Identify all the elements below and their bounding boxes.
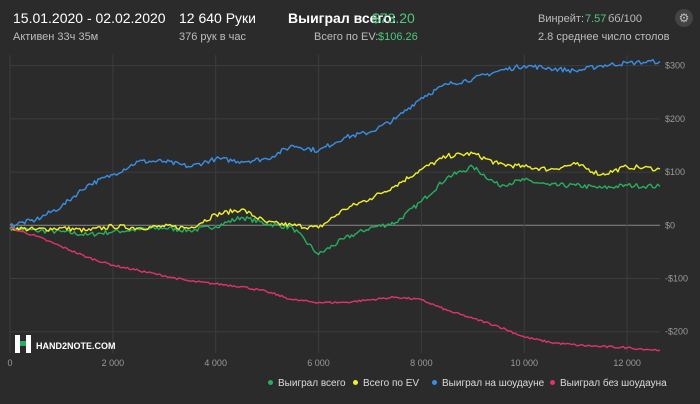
date-range: 15.01.2020 - 02.02.2020 xyxy=(13,10,166,26)
legend-dot-showdown xyxy=(432,379,437,385)
avg-tables: 2.8 среднее число столов xyxy=(538,31,670,43)
won-total-label: Выиграл всего: xyxy=(288,10,397,26)
legend-item-won-total[interactable]: Выиграл всего xyxy=(268,378,346,389)
legend-label-won-total: Выиграл всего xyxy=(278,378,346,389)
y-tick-label: $300 xyxy=(665,61,685,71)
legend-dot-won-total xyxy=(268,379,273,385)
y-tick-label: $200 xyxy=(665,114,685,124)
legend-label-showdown: Выиграл на шоудауне xyxy=(442,378,545,389)
gear-icon[interactable]: ⚙ xyxy=(675,9,693,27)
x-tick-label: 6 000 xyxy=(307,358,330,368)
legend-dot-ev xyxy=(353,379,358,385)
x-tick-label: 2 000 xyxy=(102,358,125,368)
won-total-value: $73.20 xyxy=(372,10,415,26)
series-showdown xyxy=(9,58,661,228)
grid xyxy=(9,55,660,353)
active-time: Активен 33ч 35м xyxy=(13,31,99,43)
hands-count: 12 640 Руки xyxy=(179,10,256,26)
legend: Выиграл всего Всего по EV Выиграл на шоу… xyxy=(268,378,698,394)
hands-per-hour: 376 рук в час xyxy=(179,31,247,43)
winrate-unit: бб/100 xyxy=(608,13,643,25)
x-tick-label: 4 000 xyxy=(204,358,227,368)
x-tick-label: 10 000 xyxy=(510,358,538,368)
legend-item-ev[interactable]: Всего по EV xyxy=(353,378,419,389)
ev-total-value: $106.26 xyxy=(378,31,418,43)
x-tick-label: 0 xyxy=(7,358,12,368)
y-tick-label: $100 xyxy=(665,167,685,177)
legend-item-showdown[interactable]: Выиграл на шоудауне xyxy=(432,378,544,389)
legend-item-non-showdown[interactable]: Выиграл без шоудауна xyxy=(550,378,667,389)
series-lines xyxy=(9,58,661,352)
logo-mark-bridge xyxy=(20,341,26,346)
axis-ticks: $300 $200 $100 $0 -$100 -$200 0 2 000 4 000 6 000… xyxy=(7,61,688,368)
y-tick-label: -$200 xyxy=(665,327,688,337)
series-ev xyxy=(9,151,661,233)
legend-dot-non-showdown xyxy=(550,379,555,385)
logo-mark-right xyxy=(26,335,31,353)
series-non-showdown xyxy=(9,227,661,352)
legend-label-ev: Всего по EV xyxy=(363,378,420,389)
winrate-value: 7.57 xyxy=(585,13,607,25)
y-tick-label: $0 xyxy=(665,220,675,230)
hand2note-logo: HAND2NOTE.COM xyxy=(15,335,116,353)
winrate-label: Винрейт: xyxy=(538,13,585,25)
y-tick-label: -$100 xyxy=(665,274,688,284)
ev-total-label: Всего по EV: xyxy=(314,31,379,43)
logo-text: HAND2NOTE.COM xyxy=(36,341,116,351)
x-tick-label: 8 000 xyxy=(410,358,433,368)
header: 15.01.2020 - 02.02.2020 Активен 33ч 35м … xyxy=(0,0,700,50)
x-tick-label: 12 000 xyxy=(613,358,641,368)
legend-label-non-showdown: Выиграл без шоудауна xyxy=(560,378,667,389)
logo-mark-left xyxy=(15,335,20,353)
series-won-total xyxy=(9,164,661,256)
